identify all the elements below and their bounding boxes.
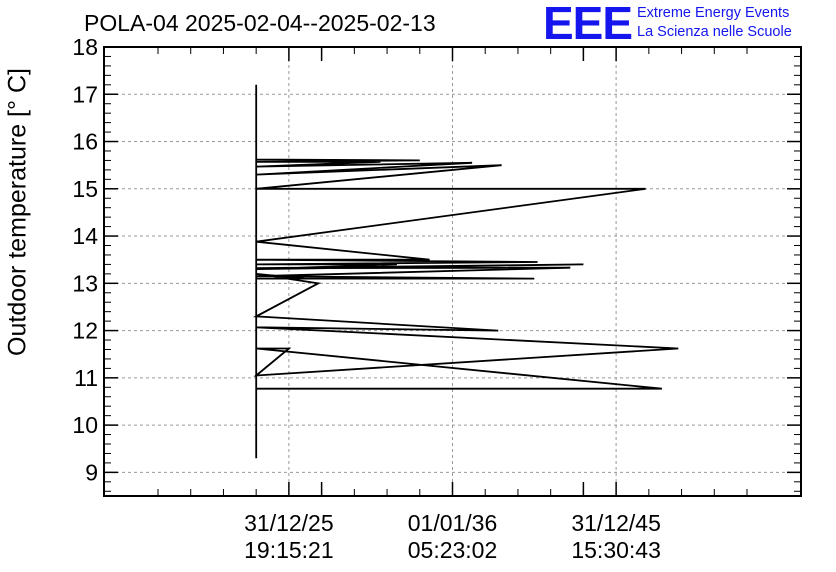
y-tick-label: 9 xyxy=(85,459,98,485)
y-tick-label: 11 xyxy=(74,365,98,391)
eee-logo: EEE xyxy=(543,0,633,49)
y-tick-label: 12 xyxy=(72,318,98,344)
x-tick-date: 01/01/36 xyxy=(408,510,498,536)
logo-line-2: La Scienza nelle Scuole xyxy=(637,24,792,40)
y-tick-label: 14 xyxy=(72,223,98,249)
x-tick-date: 31/12/45 xyxy=(571,510,661,536)
x-tick-time: 19:15:21 xyxy=(244,537,334,563)
logo-line-1: Extreme Energy Events xyxy=(637,5,790,21)
series-line-outdoor-temperature xyxy=(252,84,679,459)
logo-caption: Extreme Energy Events La Scienza nelle S… xyxy=(637,4,792,42)
y-axis: 9 10 11 12 13 14 15 16 17 18 xyxy=(72,34,801,485)
x-tick-time: 15:30:43 xyxy=(571,537,661,563)
y-tick-label: 10 xyxy=(72,412,98,438)
chart-title: POLA-04 2025-02-04--2025-02-13 xyxy=(84,10,436,36)
y-tick-label: 13 xyxy=(72,270,98,296)
y-tick-label: 17 xyxy=(72,81,98,107)
x-tick-time: 05:23:02 xyxy=(408,537,498,563)
minor-ticks xyxy=(104,47,801,496)
y-tick-label: 16 xyxy=(72,129,98,155)
y-axis-label: Outdoor temperature [° C] xyxy=(3,68,32,356)
y-tick-label: 18 xyxy=(72,34,98,60)
x-tick-date: 31/12/25 xyxy=(244,510,334,536)
y-tick-label: 15 xyxy=(72,176,98,202)
series-layer xyxy=(252,84,679,459)
